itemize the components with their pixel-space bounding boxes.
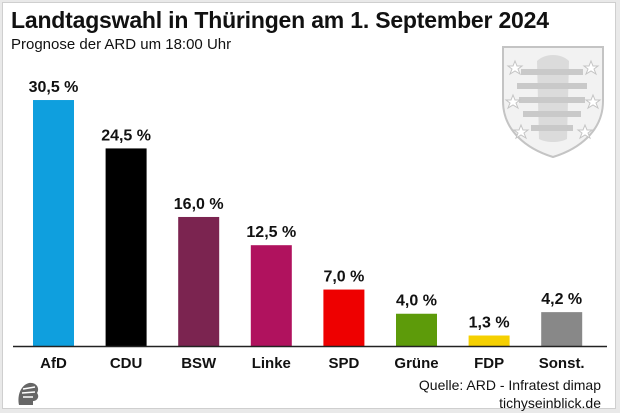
bar-sonst	[541, 312, 583, 346]
source-note: Quelle: ARD - Infratest dimap	[418, 377, 601, 393]
category-label: FDP	[474, 355, 504, 372]
category-label: CDU	[110, 355, 143, 372]
value-label: 16,0 %	[174, 196, 224, 213]
category-label: SPD	[328, 355, 359, 372]
bar-chart: 30,5 % AfD 24,5 % CDU 16,0 % BSW 12,5 % Linke 7,…	[13, 79, 607, 372]
category-label: Linke	[252, 355, 291, 372]
category-label: BSW	[181, 355, 217, 372]
value-label: 12,5 %	[246, 224, 296, 241]
bar-linke	[250, 245, 292, 346]
chart-title: Landtagswahl in Thüringen am 1. Septembe…	[11, 7, 549, 33]
category-label: Sonst.	[539, 355, 585, 372]
bar-cdu	[105, 148, 147, 346]
publisher-logo-icon	[18, 382, 39, 405]
value-label: 7,0 %	[323, 269, 364, 286]
value-label: 4,0 %	[396, 293, 437, 310]
bar-grne	[396, 313, 437, 346]
value-label: 24,5 %	[101, 127, 151, 144]
coat-of-arms-icon	[502, 46, 604, 159]
category-label: AfD	[40, 355, 67, 372]
site-credit: tichyseinblick.de	[499, 395, 601, 411]
bar-afd	[33, 100, 74, 346]
bar-spd	[323, 289, 365, 346]
bar-fdp	[468, 335, 510, 346]
value-label: 1,3 %	[469, 315, 510, 332]
value-label: 30,5 %	[29, 79, 79, 96]
chart-subtitle: Prognose der ARD um 18:00 Uhr	[11, 36, 232, 53]
value-label: 4,2 %	[541, 291, 582, 308]
category-label: Grüne	[394, 355, 438, 372]
bar-bsw	[178, 216, 220, 346]
